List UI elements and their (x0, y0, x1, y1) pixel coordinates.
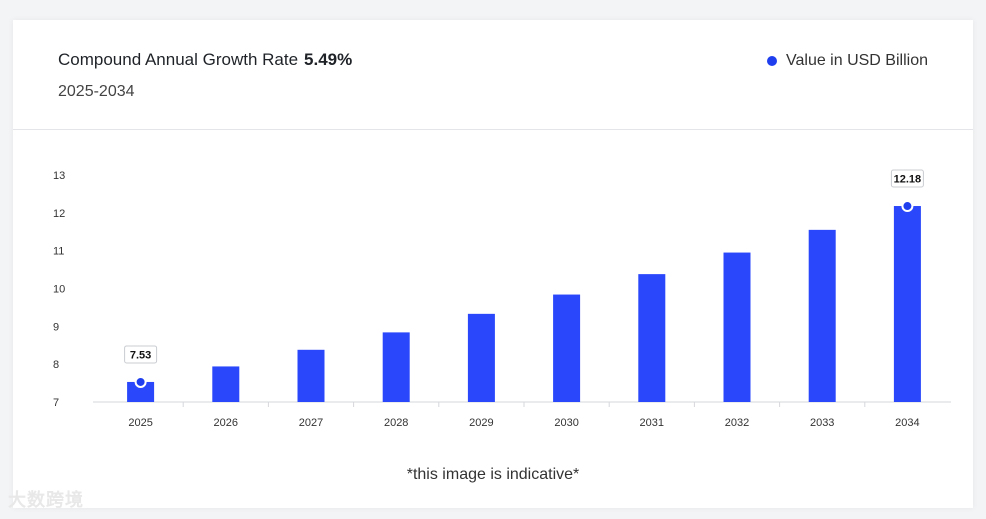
data-point-marker (901, 200, 914, 213)
data-label: 12.18 (894, 174, 922, 186)
bar (212, 366, 240, 402)
x-tick-label: 2027 (299, 417, 323, 429)
y-tick-label: 7 (53, 397, 59, 409)
chart-legend: Value in USD Billion (767, 52, 928, 70)
x-tick-label: 2034 (895, 417, 919, 429)
bar (467, 313, 495, 402)
cagr-value: 5.49% (304, 50, 353, 69)
y-tick-label: 12 (53, 208, 65, 220)
bar (638, 274, 666, 402)
bar (127, 381, 155, 402)
x-tick-label: 2028 (384, 417, 408, 429)
y-tick-label: 10 (53, 284, 65, 296)
x-tick-label: 2032 (725, 417, 749, 429)
cagr-label: Compound Annual Growth Rate (58, 50, 299, 69)
indicative-note: *this image is indicative* (406, 466, 580, 483)
chart-header: Compound Annual Growth Rate 5.49% 2025-20… (13, 20, 973, 130)
watermark-logo: 大数跨境 (8, 490, 84, 511)
forecast-period: 2025-2034 (58, 83, 135, 100)
bar (382, 332, 410, 402)
y-tick-label: 11 (53, 246, 64, 258)
y-tick-label: 9 (53, 321, 59, 333)
chart-card: Compound Annual Growth Rate 5.49% 2025-20… (13, 20, 973, 508)
legend-label: Value in USD Billion (786, 52, 928, 69)
legend-dot-icon (767, 56, 777, 66)
data-label-box (890, 169, 924, 188)
bar (723, 252, 751, 402)
y-tick-label: 8 (53, 359, 59, 371)
x-tick-label: 2025 (128, 417, 152, 429)
y-tick-label: 13 (53, 170, 65, 182)
bar (553, 294, 581, 402)
x-tick-label: 2033 (810, 417, 834, 429)
x-tick-label: 2031 (640, 417, 664, 429)
data-point-marker (134, 375, 147, 388)
cagr-heading: Compound Annual Growth Rate 5.49% (58, 50, 352, 70)
x-tick-label: 2026 (214, 417, 238, 429)
data-label-box (124, 345, 158, 364)
x-tick-label: 2030 (554, 417, 578, 429)
x-tick-label: 2029 (469, 417, 493, 429)
data-label: 7.53 (130, 349, 151, 361)
bar (808, 229, 836, 402)
bar-chart: 7 8 9 10 11 12 13 2025 2026 2027 2028 2029 2030 2031 2… (53, 169, 951, 429)
bar (297, 349, 325, 402)
bar (893, 206, 921, 402)
